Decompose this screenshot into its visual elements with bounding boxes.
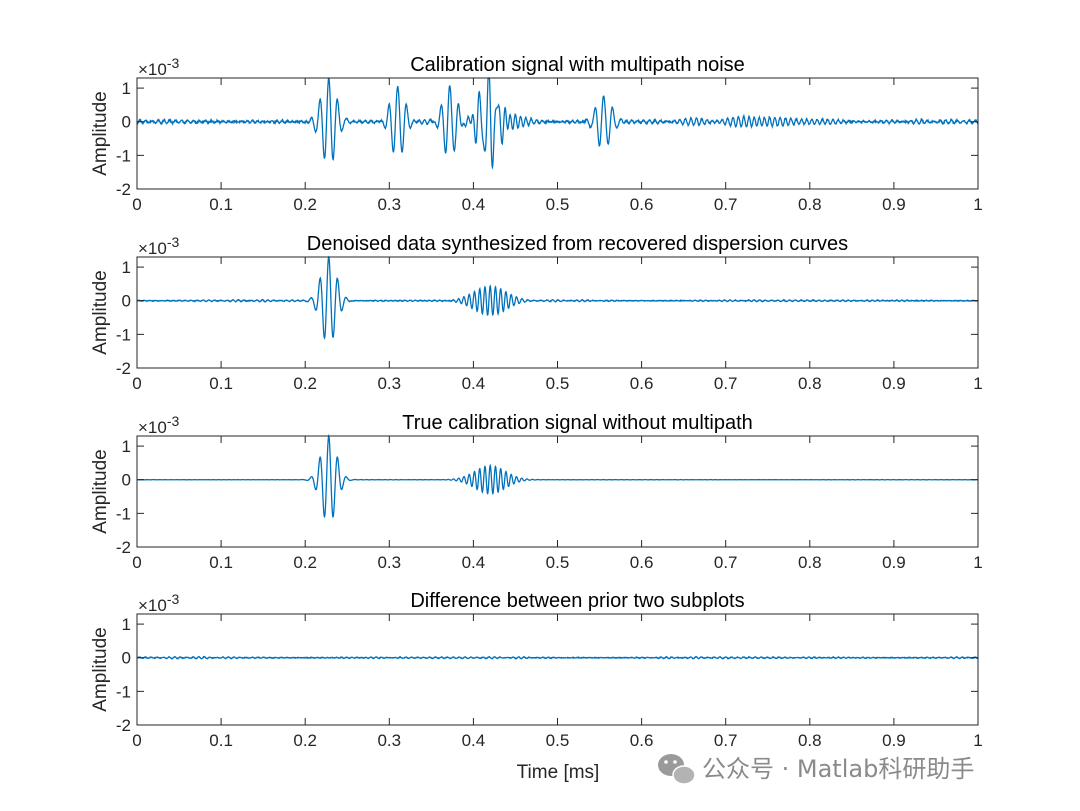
signal-line-3 — [136, 433, 979, 519]
x-tick-label: 0.4 — [462, 553, 486, 572]
y-tick-label: 0 — [122, 471, 131, 490]
x-tick-label: 0.3 — [377, 553, 401, 572]
y-exponent-label: ×10-3 — [138, 591, 180, 615]
subplot-title: True calibration signal without multipat… — [402, 412, 753, 434]
y-tick-label: 1 — [122, 79, 131, 98]
y-tick-label: -1 — [116, 682, 131, 701]
y-tick-label: 0 — [122, 113, 131, 132]
x-tick-label: 0.6 — [630, 553, 654, 572]
x-tick-label: 1 — [973, 553, 982, 572]
subplot-2: 0 0.1 0.2 0.3 0.4 0.5 0.6 0.7 0.8 0.9 1 -2 -1 0 1 Denoi… — [90, 233, 983, 393]
x-tick-label: 0.5 — [546, 553, 570, 572]
signal-line-4 — [136, 655, 979, 660]
x-tick-label: 0.2 — [293, 374, 317, 393]
subplot-title: Denoised data synthesized from recovered… — [307, 233, 848, 255]
y-axis-label: Amplitude — [90, 449, 111, 534]
y-tick-label: 1 — [122, 437, 131, 456]
x-tick-label: 0.8 — [798, 374, 822, 393]
x-tick-label: 0.5 — [546, 731, 570, 750]
y-axis-label: Amplitude — [90, 91, 111, 176]
x-tick-label: 0.2 — [293, 553, 317, 572]
x-tick-label: 0.8 — [798, 195, 822, 214]
x-tick-label: 0.7 — [714, 553, 738, 572]
x-tick-label: 0.3 — [377, 195, 401, 214]
x-tick-label: 0.8 — [798, 731, 822, 750]
y-tick-label: 0 — [122, 292, 131, 311]
x-tick-label: 0.4 — [462, 374, 486, 393]
x-tick-label: 0.6 — [630, 195, 654, 214]
x-tick-label: 0.2 — [293, 731, 317, 750]
x-tick-label: 0.9 — [882, 731, 906, 750]
signal-line-2 — [136, 255, 979, 340]
x-tick-label: 0 — [132, 553, 141, 572]
y-exponent-label: ×10-3 — [138, 413, 180, 437]
x-tick-label: 1 — [973, 195, 982, 214]
x-tick-label: 0.7 — [714, 374, 738, 393]
x-tick-label: 0.5 — [546, 195, 570, 214]
subplots: 0 0.1 0.2 0.3 0.4 0.5 0.6 0.7 0.8 0.9 1 -2 -1 0 1 Calib… — [90, 54, 983, 750]
y-tick-label: 1 — [122, 258, 131, 277]
subplot-title: Calibration signal with multipath noise — [410, 54, 745, 76]
x-tick-label: 0.1 — [209, 195, 233, 214]
x-tick-label: 0.1 — [209, 374, 233, 393]
x-tick-label: 0.9 — [882, 553, 906, 572]
x-tick-label: 0 — [132, 374, 141, 393]
y-tick-label: -1 — [116, 504, 131, 523]
x-tick-label: 0.8 — [798, 553, 822, 572]
y-exponent-label: ×10-3 — [138, 55, 180, 79]
x-tick-label: 0.7 — [714, 195, 738, 214]
subplot-title: Difference between prior two subplots — [410, 590, 744, 612]
watermark: 公众号 · Matlab科研助手 — [658, 754, 974, 785]
x-tick-label: 0.1 — [209, 553, 233, 572]
subplot-4: 0 0.1 0.2 0.3 0.4 0.5 0.6 0.7 0.8 0.9 1 -2 -1 0 1 Diffe… — [90, 590, 983, 750]
x-tick-label: 0.3 — [377, 374, 401, 393]
x-tick-label: 0 — [132, 731, 141, 750]
wechat-icon — [658, 754, 696, 785]
y-exponent-label: ×10-3 — [138, 234, 180, 258]
x-axis-label: Time [ms] — [517, 762, 600, 783]
x-tick-label: 0.9 — [882, 195, 906, 214]
x-tick-label: 0.4 — [462, 731, 486, 750]
x-tick-label: 0.7 — [714, 731, 738, 750]
x-tick-label: 0.6 — [630, 731, 654, 750]
y-axis-label: Amplitude — [90, 270, 111, 355]
y-tick-label: -2 — [116, 716, 131, 735]
x-tick-label: 0.2 — [293, 195, 317, 214]
y-tick-label: -1 — [116, 146, 131, 165]
x-tick-label: 1 — [973, 374, 982, 393]
watermark-text: 公众号 · Matlab科研助手 — [702, 755, 974, 783]
y-tick-label: -2 — [116, 359, 131, 378]
y-axis-label: Amplitude — [90, 627, 111, 712]
y-tick-label: -1 — [116, 325, 131, 344]
x-tick-label: 0.6 — [630, 374, 654, 393]
subplot-3: 0 0.1 0.2 0.3 0.4 0.5 0.6 0.7 0.8 0.9 1 -2 -1 0 1 True … — [90, 412, 983, 572]
subplot-1: 0 0.1 0.2 0.3 0.4 0.5 0.6 0.7 0.8 0.9 1 -2 -1 0 1 Calib… — [90, 54, 983, 214]
x-tick-label: 0 — [132, 195, 141, 214]
y-tick-label: -2 — [116, 180, 131, 199]
signal-line-1 — [136, 77, 979, 170]
x-tick-label: 0.1 — [209, 731, 233, 750]
x-tick-label: 0.4 — [462, 195, 486, 214]
y-tick-label: -2 — [116, 538, 131, 557]
y-tick-label: 1 — [122, 615, 131, 634]
x-tick-label: 1 — [973, 731, 982, 750]
y-tick-label: 0 — [122, 649, 131, 668]
x-tick-label: 0.5 — [546, 374, 570, 393]
x-tick-label: 0.9 — [882, 374, 906, 393]
x-tick-label: 0.3 — [377, 731, 401, 750]
